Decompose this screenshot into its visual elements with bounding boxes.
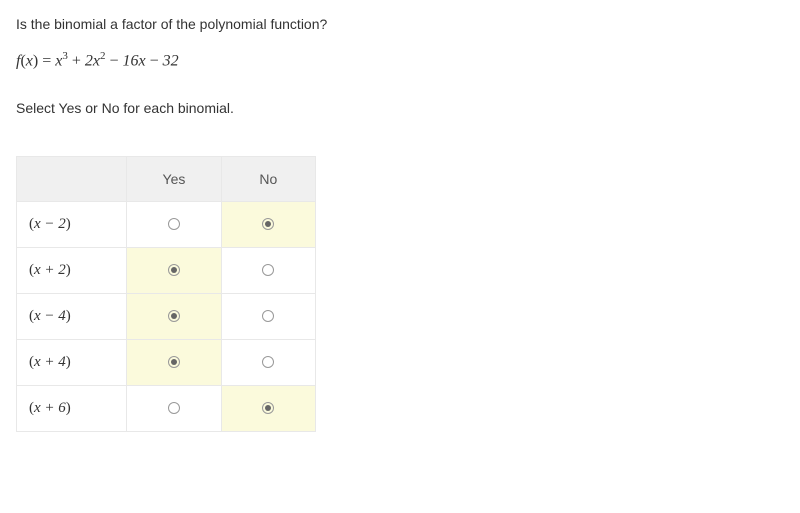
yes-cell[interactable] (127, 340, 221, 386)
no-cell[interactable] (221, 294, 315, 340)
table-header-blank (17, 157, 127, 202)
yes-cell[interactable] (127, 248, 221, 294)
radio-icon[interactable] (168, 310, 180, 322)
radio-icon[interactable] (168, 402, 180, 414)
no-cell[interactable] (221, 386, 315, 432)
binomial-label: (x − 4) (17, 294, 127, 340)
table-row: (x + 4) (17, 340, 316, 386)
binomial-table: Yes No (x − 2)(x + 2)(x − 4)(x + 4)(x + … (16, 156, 316, 432)
radio-icon[interactable] (262, 264, 274, 276)
table-row: (x − 2) (17, 202, 316, 248)
binomial-label: (x − 2) (17, 202, 127, 248)
radio-icon[interactable] (168, 356, 180, 368)
instruction-text: Select Yes or No for each binomial. (16, 100, 784, 116)
radio-icon[interactable] (168, 218, 180, 230)
radio-icon[interactable] (168, 264, 180, 276)
no-cell[interactable] (221, 340, 315, 386)
radio-icon[interactable] (262, 356, 274, 368)
polynomial-formula: f(x) = x3 + 2x2 − 16x − 32 (16, 50, 784, 70)
binomial-label: (x + 6) (17, 386, 127, 432)
table-header-yes: Yes (127, 157, 221, 202)
table-row: (x + 2) (17, 248, 316, 294)
binomial-label: (x + 4) (17, 340, 127, 386)
table-row: (x − 4) (17, 294, 316, 340)
yes-cell[interactable] (127, 202, 221, 248)
yes-cell[interactable] (127, 386, 221, 432)
no-cell[interactable] (221, 248, 315, 294)
radio-icon[interactable] (262, 218, 274, 230)
yes-cell[interactable] (127, 294, 221, 340)
no-cell[interactable] (221, 202, 315, 248)
table-header-no: No (221, 157, 315, 202)
radio-icon[interactable] (262, 310, 274, 322)
radio-icon[interactable] (262, 402, 274, 414)
binomial-label: (x + 2) (17, 248, 127, 294)
question-text: Is the binomial a factor of the polynomi… (16, 16, 784, 32)
table-row: (x + 6) (17, 386, 316, 432)
table-body: (x − 2)(x + 2)(x − 4)(x + 4)(x + 6) (17, 202, 316, 432)
